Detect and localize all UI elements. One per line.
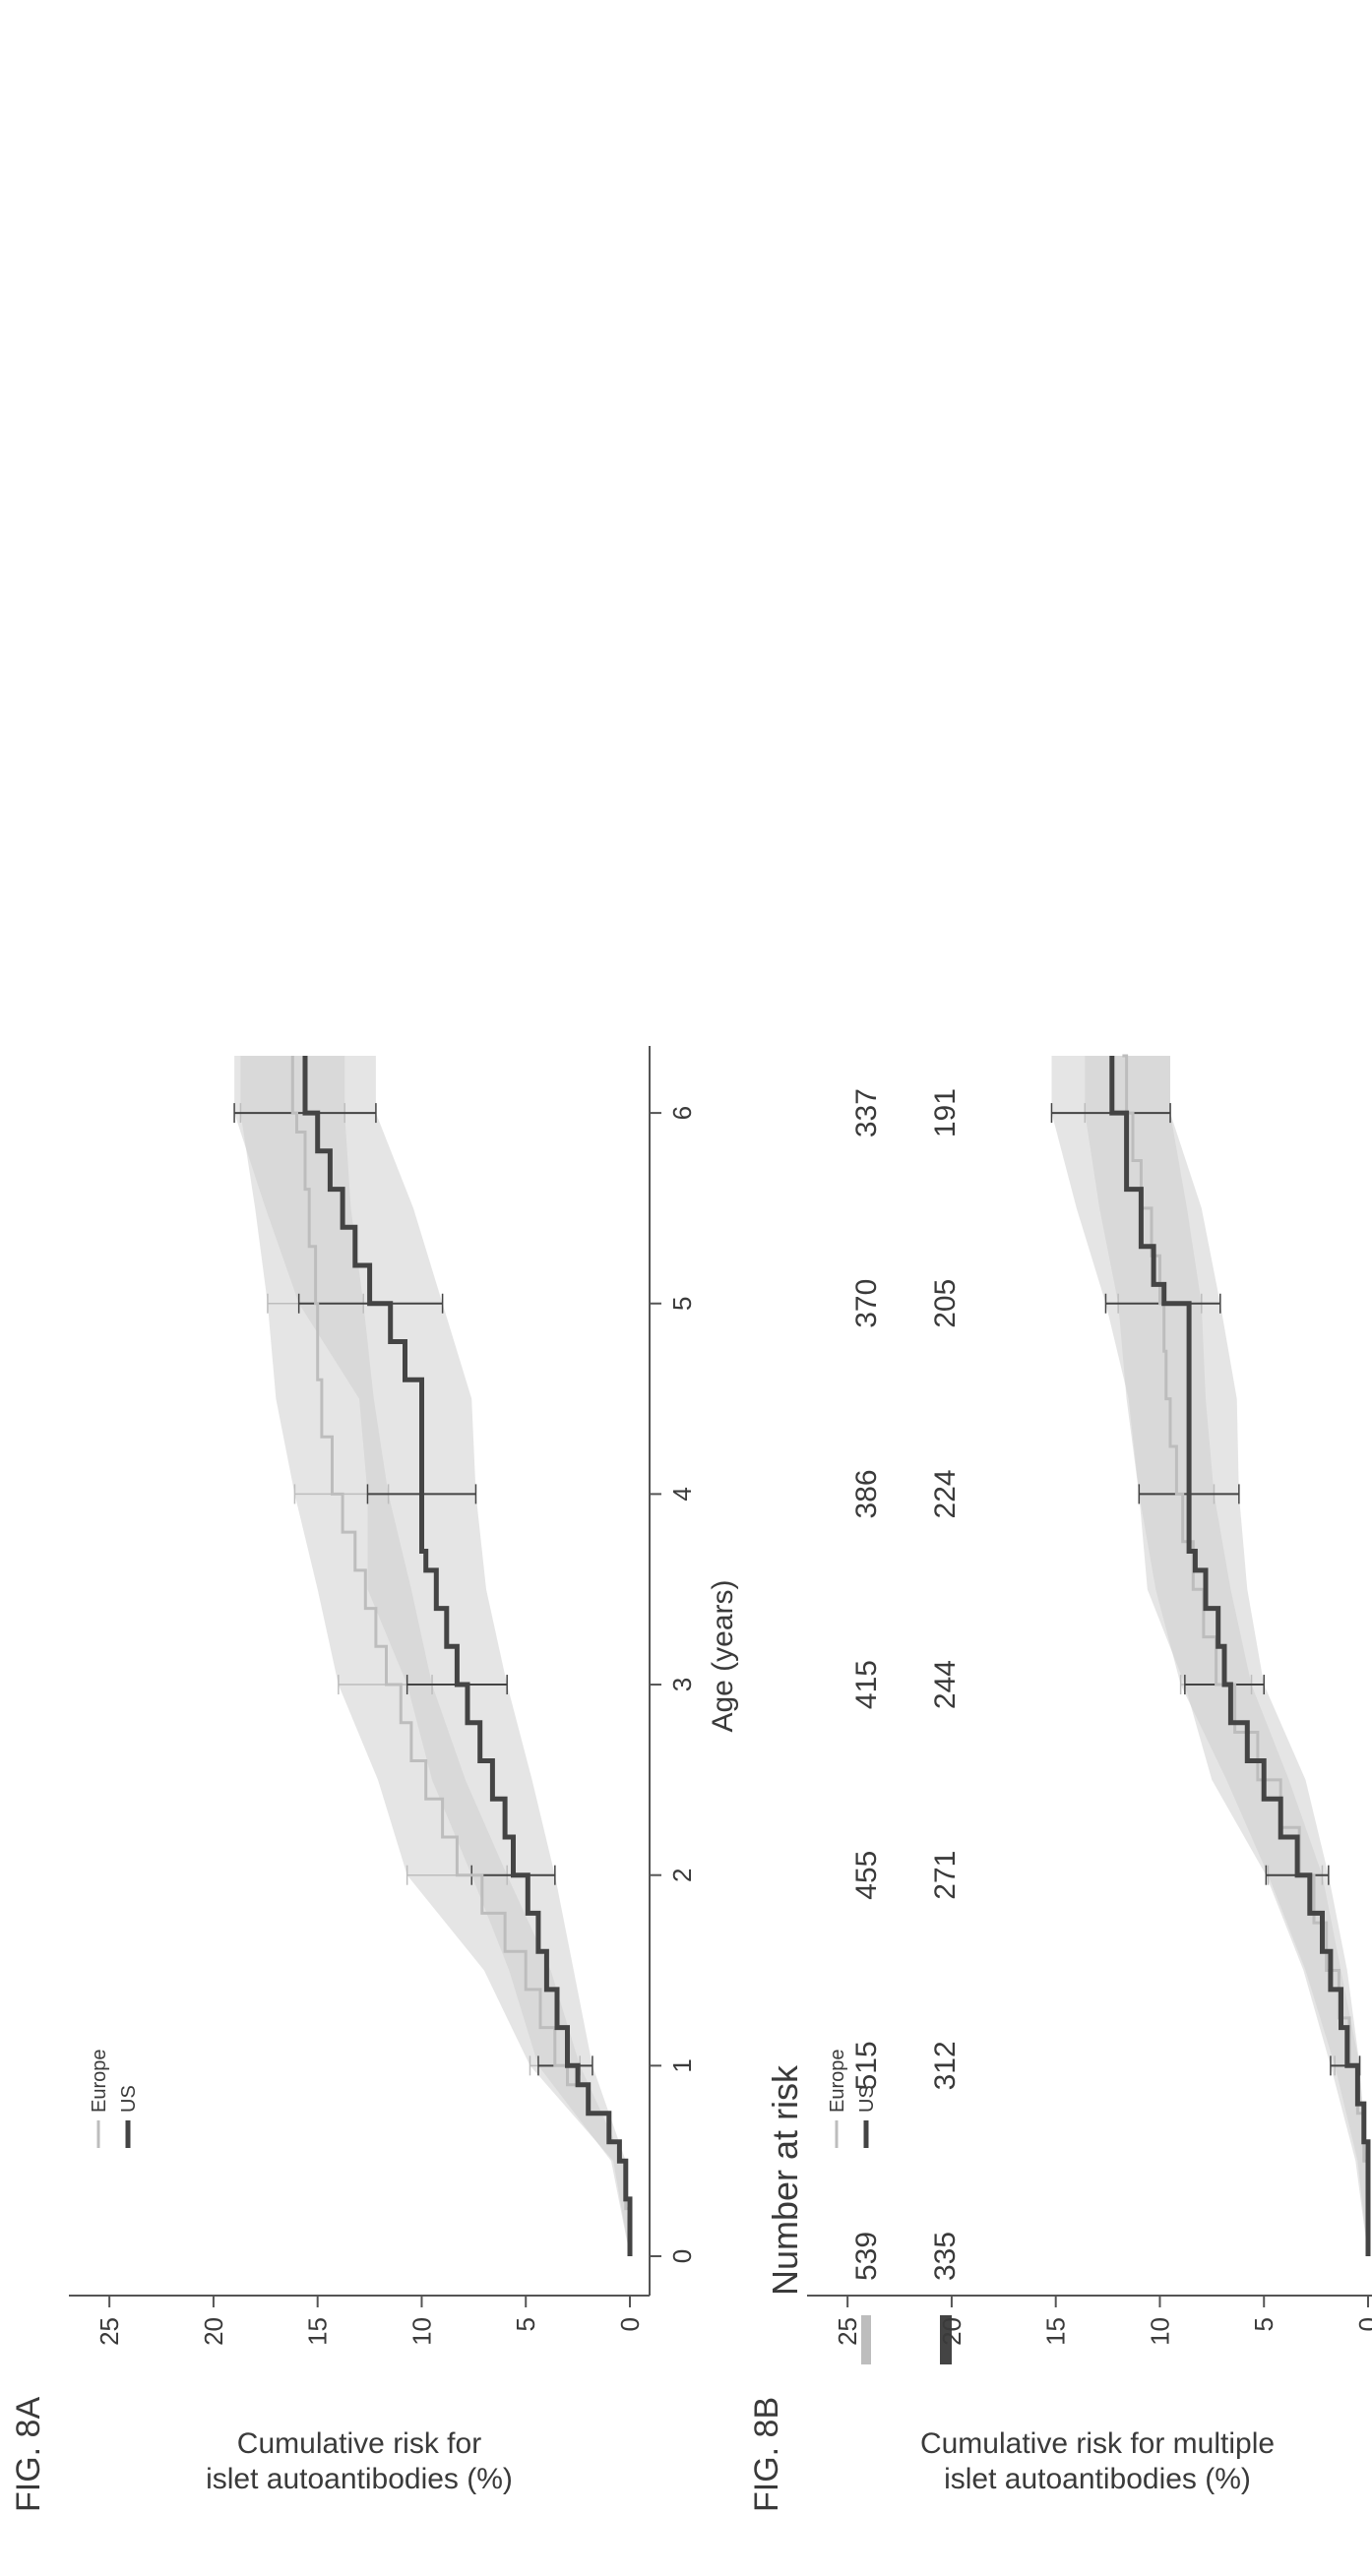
x-tick-label: 0	[667, 2249, 697, 2263]
x-tick-label: 4	[667, 1487, 697, 1501]
y-axis-label-line: Cumulative risk for	[237, 2427, 481, 2460]
risk-count-us: 205	[929, 1279, 962, 1328]
y-axis-label-line: islet autoantibodies (%)	[206, 2463, 513, 2495]
y-tick-label: 15	[303, 2317, 333, 2346]
risk-table-title: Number at risk	[765, 2064, 805, 2296]
legend: Europe US	[827, 2050, 878, 2148]
risk-row-swatch-us	[940, 2315, 952, 2364]
y-tick-label: 10	[1145, 2317, 1174, 2346]
y-tick-label: 5	[511, 2317, 540, 2331]
x-tick-label: 3	[667, 1678, 697, 1691]
series-line-us	[1109, 1056, 1371, 2256]
x-axis-label: Age (years)	[707, 1579, 739, 1732]
risk-count-us: 312	[929, 2041, 962, 2090]
legend-label-europe: Europe	[827, 2050, 848, 2114]
series-line-us	[302, 1056, 633, 2256]
y-tick-label: 10	[406, 2317, 436, 2346]
x-tick-label: 6	[667, 1106, 697, 1120]
legend-label-europe: Europe	[89, 2050, 110, 2114]
y-tick-label: 25	[94, 2317, 124, 2346]
risk-count-us: 191	[929, 1088, 962, 1137]
y-tick-label: 15	[1041, 2317, 1071, 2346]
y-axis-label-line: islet autoantibodies (%)	[944, 2463, 1251, 2495]
risk-count-europe: 386	[850, 1469, 883, 1518]
x-tick-label: 2	[667, 1868, 697, 1881]
risk-count-europe: 415	[850, 1660, 883, 1709]
risk-count-europe: 455	[850, 1851, 883, 1900]
y-axis-label-line: Cumulative risk for multiple	[920, 2427, 1275, 2460]
x-tick-label: 1	[667, 2058, 697, 2072]
panel-fig-8b: FIG. 8B Cumulative risk for multipleislet…	[748, 1054, 1372, 2512]
legend-label-us: US	[118, 2085, 140, 2113]
y-tick-label: 20	[937, 2317, 967, 2346]
legend-label-us: US	[856, 2085, 878, 2113]
y-tick-label: 5	[1249, 2317, 1278, 2331]
risk-count-us: 224	[929, 1469, 962, 1518]
figure-label: FIG. 8B	[748, 2397, 785, 2512]
figure-label: FIG. 8A	[10, 2397, 47, 2512]
y-tick-label: 25	[833, 2317, 862, 2346]
risk-count-europe: 337	[850, 1088, 883, 1137]
legend: Europe US	[89, 2050, 140, 2148]
confidence-band-us	[234, 1056, 630, 2256]
confidence-band-us	[1051, 1056, 1368, 2256]
y-tick-label: 0	[615, 2317, 645, 2331]
risk-count-us: 335	[929, 2232, 962, 2281]
risk-count-europe: 539	[850, 2232, 883, 2281]
risk-row-swatch-europe	[861, 2315, 871, 2364]
risk-count-us: 244	[929, 1660, 962, 1709]
risk-count-us: 271	[929, 1851, 962, 1900]
y-tick-label: 0	[1353, 2317, 1372, 2331]
y-tick-label: 20	[199, 2317, 228, 2346]
risk-count-europe: 370	[850, 1279, 883, 1328]
x-tick-label: 5	[667, 1297, 697, 1311]
risk-count-europe: 515	[850, 2041, 883, 2090]
